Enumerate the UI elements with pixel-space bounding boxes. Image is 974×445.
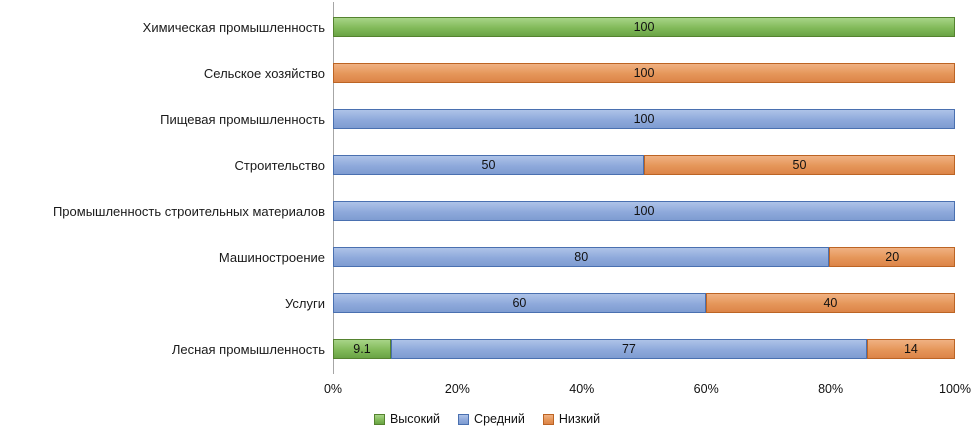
bar-value-label: 100 [633, 19, 655, 34]
bar-value-label: 20 [885, 249, 900, 264]
bar-segment-medium: 100 [333, 201, 955, 221]
legend-item-medium: Средний [458, 412, 525, 426]
bar-value-label: 14 [903, 341, 918, 356]
legend-swatch-icon [458, 413, 470, 425]
bar-track: 100 [333, 109, 955, 129]
legend-item-low: Низкий [542, 412, 601, 426]
bar-track: 80 20 [333, 247, 955, 267]
category-label: Сельское хозяйство [203, 65, 325, 81]
bar-segment-medium: 50 [333, 155, 644, 175]
category-label: Пищевая промышленность [160, 111, 325, 127]
category-label: Машиностроение [218, 249, 325, 265]
x-axis-tick-label: 60% [693, 382, 719, 396]
x-axis-tick-label: 0% [323, 382, 343, 396]
chart-row: Сельское хозяйство 100 [0, 50, 974, 96]
bar-track: 50 50 [333, 155, 955, 175]
chart-row: Услуги 60 40 [0, 280, 974, 326]
bar-segment-low: 100 [333, 63, 955, 83]
legend-swatch-icon [542, 413, 554, 425]
bar-value-label: 100 [633, 65, 655, 80]
chart-row: Химическая промышленность 100 [0, 4, 974, 50]
legend-label: Высокий [389, 412, 441, 426]
category-axis-line [333, 2, 334, 374]
legend-item-high: Высокий [373, 412, 441, 426]
bar-track: 100 [333, 17, 955, 37]
bar-segment-medium: 77 [391, 339, 867, 359]
x-axis-tick-label: 100% [939, 382, 971, 396]
legend-label: Низкий [558, 412, 601, 426]
bar-value-label: 50 [792, 157, 807, 172]
category-label: Промышленность строительных материалов [52, 203, 325, 219]
category-label: Химическая промышленность [142, 19, 325, 35]
bar-segment-low: 40 [705, 293, 955, 313]
legend-label: Средний [474, 412, 525, 426]
bar-segment-high: 100 [333, 17, 955, 37]
bar-segment-low: 50 [644, 155, 955, 175]
bar-segment-medium: 80 [333, 247, 830, 267]
bar-track: 9.1 77 14 [333, 339, 955, 359]
legend-swatch-icon [373, 413, 385, 425]
bar-segment-low: 14 [866, 339, 955, 359]
bar-value-label: 40 [823, 295, 838, 310]
category-label: Строительство [234, 157, 325, 173]
chart-row: Пищевая промышленность 100 [0, 96, 974, 142]
x-axis: 0% 20% 40% 60% 80% 100% [324, 382, 971, 398]
bar-segment-high: 9.1 [333, 339, 391, 359]
bar-track: 100 [333, 63, 955, 83]
bar-segment-medium: 100 [333, 109, 955, 129]
bar-value-label: 80 [574, 249, 589, 264]
x-axis-tick-label: 80% [818, 382, 844, 396]
bar-segment-low: 20 [829, 247, 955, 267]
chart-row: Строительство 50 50 [0, 142, 974, 188]
bar-value-label: 100 [633, 111, 655, 126]
chart-legend: Высокий Средний Низкий [0, 412, 974, 426]
bar-value-label: 50 [481, 157, 496, 172]
category-label: Лесная промышленность [171, 341, 325, 357]
plot-area: Химическая промышленность 100 Сельское хоз… [0, 4, 974, 372]
bar-value-label: 100 [633, 203, 655, 218]
x-axis-tick-label: 40% [569, 382, 595, 396]
bar-value-label: 9.1 [353, 341, 371, 356]
bar-track: 60 40 [333, 293, 955, 313]
x-axis-tick-label: 20% [444, 382, 470, 396]
category-label: Услуги [285, 295, 325, 311]
bar-segment-medium: 60 [333, 293, 706, 313]
bar-value-label: 77 [621, 341, 636, 356]
chart-row: Машиностроение 80 20 [0, 234, 974, 280]
chart-row: Лесная промышленность 9.1 77 14 [0, 326, 974, 372]
bar-track: 100 [333, 201, 955, 221]
chart-row: Промышленность строительных материалов 10… [0, 188, 974, 234]
bar-value-label: 60 [512, 295, 527, 310]
